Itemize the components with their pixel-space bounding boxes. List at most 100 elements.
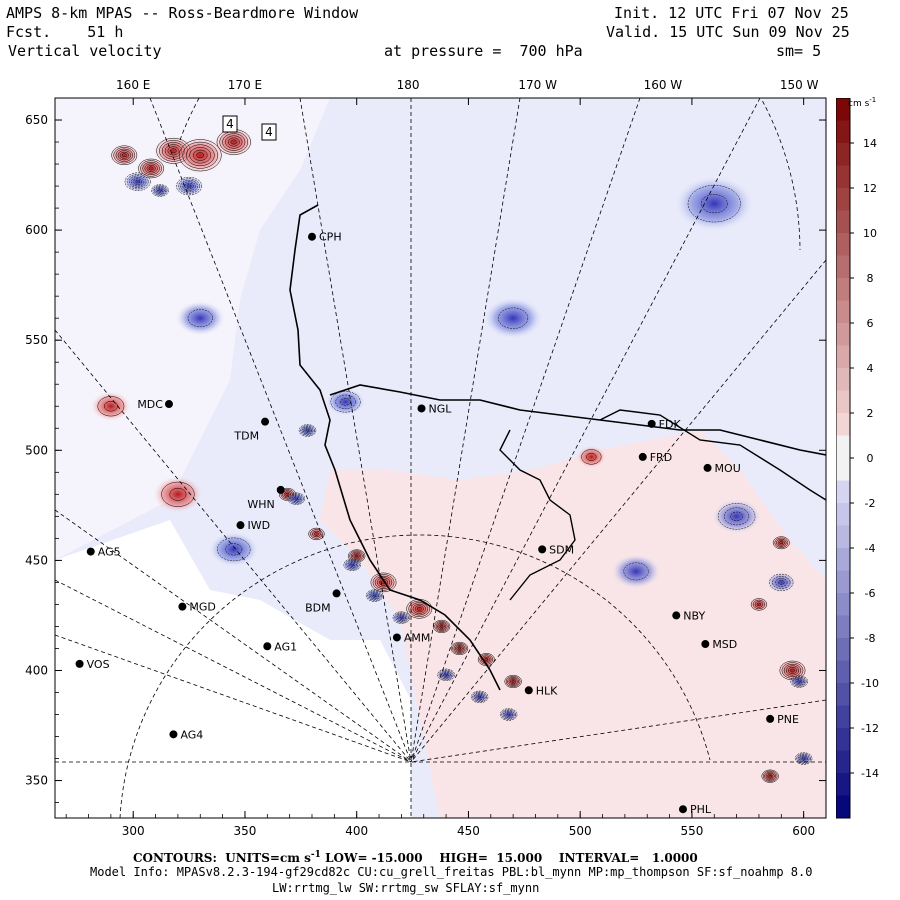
contour-line bbox=[414, 605, 424, 613]
contour-line bbox=[756, 602, 762, 607]
x-tick-label: 600 bbox=[792, 824, 815, 838]
contour-line bbox=[623, 562, 649, 581]
contour-line bbox=[344, 559, 360, 570]
negative-cell bbox=[175, 300, 225, 336]
x-tick-label: 500 bbox=[569, 824, 592, 838]
contour-line bbox=[305, 429, 310, 432]
contour-line bbox=[370, 592, 380, 599]
colorbar-segment bbox=[836, 638, 850, 661]
station-marker bbox=[263, 642, 272, 651]
station-marker bbox=[701, 640, 710, 649]
contour-line bbox=[227, 137, 240, 147]
x-tick-label: 300 bbox=[122, 824, 145, 838]
contour-line bbox=[185, 144, 215, 167]
station-label: IWD bbox=[247, 519, 270, 532]
station-label: FDK bbox=[659, 418, 682, 431]
y-tick-label: 600 bbox=[25, 223, 48, 237]
contour-line bbox=[113, 147, 136, 164]
contour-line bbox=[510, 679, 517, 684]
positive-cell bbox=[153, 475, 203, 513]
colorbar-tick-label: 4 bbox=[867, 362, 874, 375]
colorbar-segment bbox=[836, 210, 850, 234]
station-label: AG1 bbox=[274, 640, 297, 653]
contour-line bbox=[289, 493, 304, 504]
contour-line bbox=[776, 538, 787, 547]
longitude-label: 180 bbox=[397, 78, 420, 92]
colorbar-segment bbox=[836, 300, 850, 324]
contour-line bbox=[797, 754, 810, 763]
colorbar-segment bbox=[836, 120, 850, 144]
contour-line bbox=[355, 554, 359, 558]
contour-line bbox=[144, 163, 158, 174]
contour-line bbox=[452, 642, 467, 654]
contour-line bbox=[133, 178, 143, 185]
contour-line bbox=[441, 671, 451, 679]
contour-line bbox=[303, 427, 312, 434]
y-tick-label: 400 bbox=[25, 663, 48, 677]
station-marker bbox=[164, 400, 173, 409]
station-marker bbox=[178, 602, 187, 611]
colorbar-segment bbox=[836, 165, 850, 189]
contour-line bbox=[152, 185, 168, 196]
contour-line bbox=[507, 677, 519, 686]
colorbar-segment bbox=[836, 773, 850, 796]
colorbar-segment bbox=[836, 233, 850, 256]
station-marker bbox=[392, 633, 401, 642]
contour-line bbox=[154, 186, 166, 195]
contour-line bbox=[140, 160, 162, 177]
contour-line bbox=[349, 562, 356, 568]
station-label: AMM bbox=[404, 631, 431, 644]
station-marker bbox=[538, 545, 547, 554]
colorbar-tick-label: 2 bbox=[867, 407, 874, 420]
station-label: WHN bbox=[247, 498, 274, 511]
station-label: AG5 bbox=[98, 546, 121, 559]
contour-line bbox=[750, 598, 768, 611]
colorbar-segment bbox=[836, 278, 850, 301]
contour-line bbox=[450, 641, 469, 656]
contour-line bbox=[790, 668, 795, 673]
colorbar-segment bbox=[836, 503, 850, 526]
contour-line bbox=[437, 623, 447, 630]
y-tick-label: 500 bbox=[25, 443, 48, 457]
station-marker bbox=[672, 611, 681, 620]
contour-line bbox=[765, 772, 775, 780]
colorbar-segment bbox=[836, 390, 850, 414]
contour-line bbox=[222, 133, 246, 151]
contour-line bbox=[752, 599, 766, 610]
contour-line bbox=[115, 148, 133, 162]
positive-cell bbox=[771, 535, 792, 551]
contour-line bbox=[499, 708, 518, 721]
colorbar-segment bbox=[836, 143, 850, 166]
model-info-physics: LW:rrtmg_lw SW:rrtmg_sw SFLAY:sf_mynn bbox=[272, 881, 540, 895]
contour-line bbox=[412, 603, 426, 614]
station-marker bbox=[678, 805, 687, 814]
longitude-label: 170 W bbox=[518, 78, 557, 92]
colorbar-tick-label: -2 bbox=[865, 497, 876, 510]
contour-line bbox=[178, 139, 222, 172]
colorbar: 14 12 10 8 6 4 2 0 -2 -4 -6 -8 -10 -12 -14 bbox=[836, 98, 879, 819]
model-info: Model Info: MPASv8.2.3-194-gf29cd82c CU:… bbox=[90, 865, 813, 879]
longitude-label: 150 W bbox=[780, 78, 819, 92]
contour-line bbox=[700, 194, 728, 214]
contour-line bbox=[777, 540, 785, 546]
contour-line bbox=[455, 645, 464, 652]
colorbar-segment bbox=[836, 480, 850, 504]
contour-line bbox=[796, 679, 803, 684]
x-tick-label: 550 bbox=[680, 824, 703, 838]
negative-cell bbox=[712, 499, 762, 534]
colorbar-tick-label: 12 bbox=[863, 182, 877, 195]
colorbar-tick-label: -12 bbox=[861, 722, 879, 735]
contour-line bbox=[769, 573, 794, 591]
colorbar-segment bbox=[836, 548, 850, 571]
contour-line bbox=[456, 646, 463, 651]
colorbar-units: cm s-1 bbox=[848, 96, 877, 109]
negative-cell bbox=[209, 532, 259, 567]
negative-cell bbox=[483, 297, 543, 339]
forecast-hour: Fcst. 51 h bbox=[6, 23, 124, 41]
contour-line bbox=[797, 680, 801, 683]
graticule bbox=[55, 98, 826, 818]
station-marker bbox=[766, 714, 775, 723]
contour-line bbox=[370, 572, 397, 593]
contour-line bbox=[772, 575, 791, 589]
contour-line bbox=[374, 575, 393, 589]
